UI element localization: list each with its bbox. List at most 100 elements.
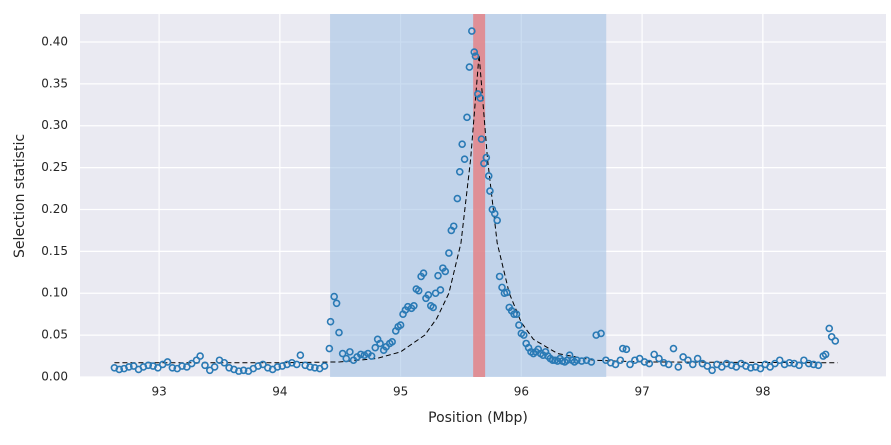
data-point: [206, 366, 214, 375]
x-tick-label: 94: [272, 385, 287, 399]
data-point: [154, 363, 162, 372]
data-point: [674, 363, 683, 371]
y-tick-label: 0.40: [41, 34, 68, 48]
data-point: [470, 48, 479, 56]
data-point: [684, 356, 692, 365]
data-point: [468, 27, 476, 35]
data-point: [168, 363, 177, 372]
data-point: [419, 269, 428, 277]
x-axis-label: Position (Mbp): [428, 410, 528, 426]
data-point: [766, 363, 774, 371]
y-tick-label: 0.30: [41, 118, 68, 132]
data-point: [655, 354, 663, 363]
data-point: [477, 135, 486, 143]
data-point: [273, 363, 282, 371]
data-point: [234, 367, 243, 375]
data-point: [296, 351, 305, 360]
data-point: [775, 356, 784, 365]
data-point: [618, 344, 627, 353]
data-point: [441, 267, 450, 276]
data-point: [587, 358, 596, 366]
y-tick-label: 0.20: [41, 202, 68, 216]
data-point: [746, 363, 755, 372]
data-point: [458, 140, 466, 148]
data-point: [429, 303, 437, 312]
data-point: [669, 344, 678, 353]
data-point: [183, 363, 191, 371]
data-point: [436, 286, 445, 294]
data-point: [335, 328, 343, 337]
data-point: [371, 343, 380, 352]
data-point: [463, 113, 471, 122]
data-point: [338, 349, 347, 358]
data-point: [346, 348, 354, 356]
data-point: [325, 344, 334, 353]
data-point: [449, 222, 458, 231]
data-point: [626, 360, 634, 369]
data-point: [465, 63, 474, 71]
data-point: [493, 216, 501, 225]
data-point: [510, 310, 518, 318]
data-point: [431, 289, 440, 298]
data-point: [210, 363, 219, 371]
data-point: [597, 329, 605, 338]
data-point: [831, 337, 840, 345]
data-point: [414, 286, 423, 295]
data-point: [125, 363, 133, 371]
data-point: [785, 358, 794, 367]
data-point: [376, 339, 384, 348]
data-point: [495, 272, 504, 281]
data-point: [259, 360, 267, 369]
data-point: [795, 361, 803, 370]
data-point: [434, 271, 442, 280]
data-point: [548, 356, 557, 365]
data-point: [679, 353, 687, 361]
data-point: [445, 249, 453, 257]
data-point: [396, 321, 405, 329]
data-point: [326, 317, 335, 326]
data-point: [664, 360, 673, 369]
data-point: [201, 361, 209, 370]
data-point: [320, 362, 329, 370]
data-point: [332, 299, 341, 308]
x-tick-label: 93: [151, 385, 166, 399]
data-point: [622, 345, 631, 354]
data-point: [460, 155, 469, 164]
data-point: [471, 52, 480, 61]
y-axis-label: Selection statistic: [12, 134, 28, 258]
data-point: [708, 366, 716, 375]
data-point: [476, 94, 485, 102]
data-point: [821, 350, 830, 359]
data-point: [809, 360, 818, 369]
data-point: [814, 361, 823, 370]
y-tick-label: 0.05: [41, 328, 68, 342]
x-tick-label: 97: [634, 385, 649, 399]
x-tick-label: 95: [393, 385, 408, 399]
y-tick-label: 0.00: [41, 370, 68, 384]
data-point: [192, 356, 201, 365]
data-point: [187, 359, 196, 368]
data-point: [616, 356, 625, 365]
data-point: [577, 357, 586, 365]
data-point: [515, 321, 523, 329]
data-point: [717, 363, 726, 371]
data-point: [512, 310, 521, 318]
data-point: [410, 302, 418, 310]
data-point: [732, 363, 741, 371]
highlight-span: [330, 14, 607, 377]
data-point: [311, 363, 319, 372]
data-point: [356, 350, 365, 359]
data-point: [804, 359, 813, 368]
data-point: [771, 359, 779, 368]
y-tick-label: 0.35: [41, 76, 68, 90]
y-tick-label: 0.25: [41, 160, 68, 174]
data-point: [519, 331, 528, 339]
data-point: [453, 194, 462, 203]
data-point: [455, 167, 464, 176]
data-point: [482, 153, 491, 162]
data-point: [196, 352, 204, 360]
data-point: [573, 356, 581, 365]
x-tick-label: 98: [755, 385, 770, 399]
